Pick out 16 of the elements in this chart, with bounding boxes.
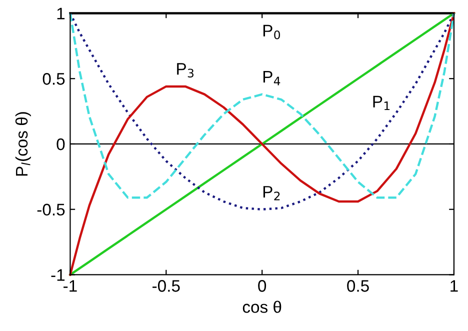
x-tick-label: -0.5 <box>152 280 180 292</box>
annotation: P$_{2}$ <box>263 186 280 200</box>
y-tick-label: -0.5 <box>37 204 65 216</box>
y-tick-label: 0 <box>56 138 65 150</box>
y-tick-label: -1 <box>51 269 65 281</box>
annotation: P$_{0}$ <box>263 24 280 40</box>
annotation: P$_{4}$ <box>263 71 280 86</box>
y-axis-title: P$_{l}$(cos θ) <box>15 112 31 176</box>
x-tick-label: 0 <box>258 280 266 292</box>
y-tick-label: 1 <box>57 8 65 20</box>
x-tick-label: 0.5 <box>347 280 369 292</box>
y-tick-label: 0.5 <box>42 73 65 85</box>
x-axis-title: cos θ <box>242 300 282 313</box>
annotation: P$_{3}$ <box>177 63 194 78</box>
annotation: P$_{1}$ <box>373 96 390 110</box>
x-tick-label: 1 <box>450 280 458 292</box>
